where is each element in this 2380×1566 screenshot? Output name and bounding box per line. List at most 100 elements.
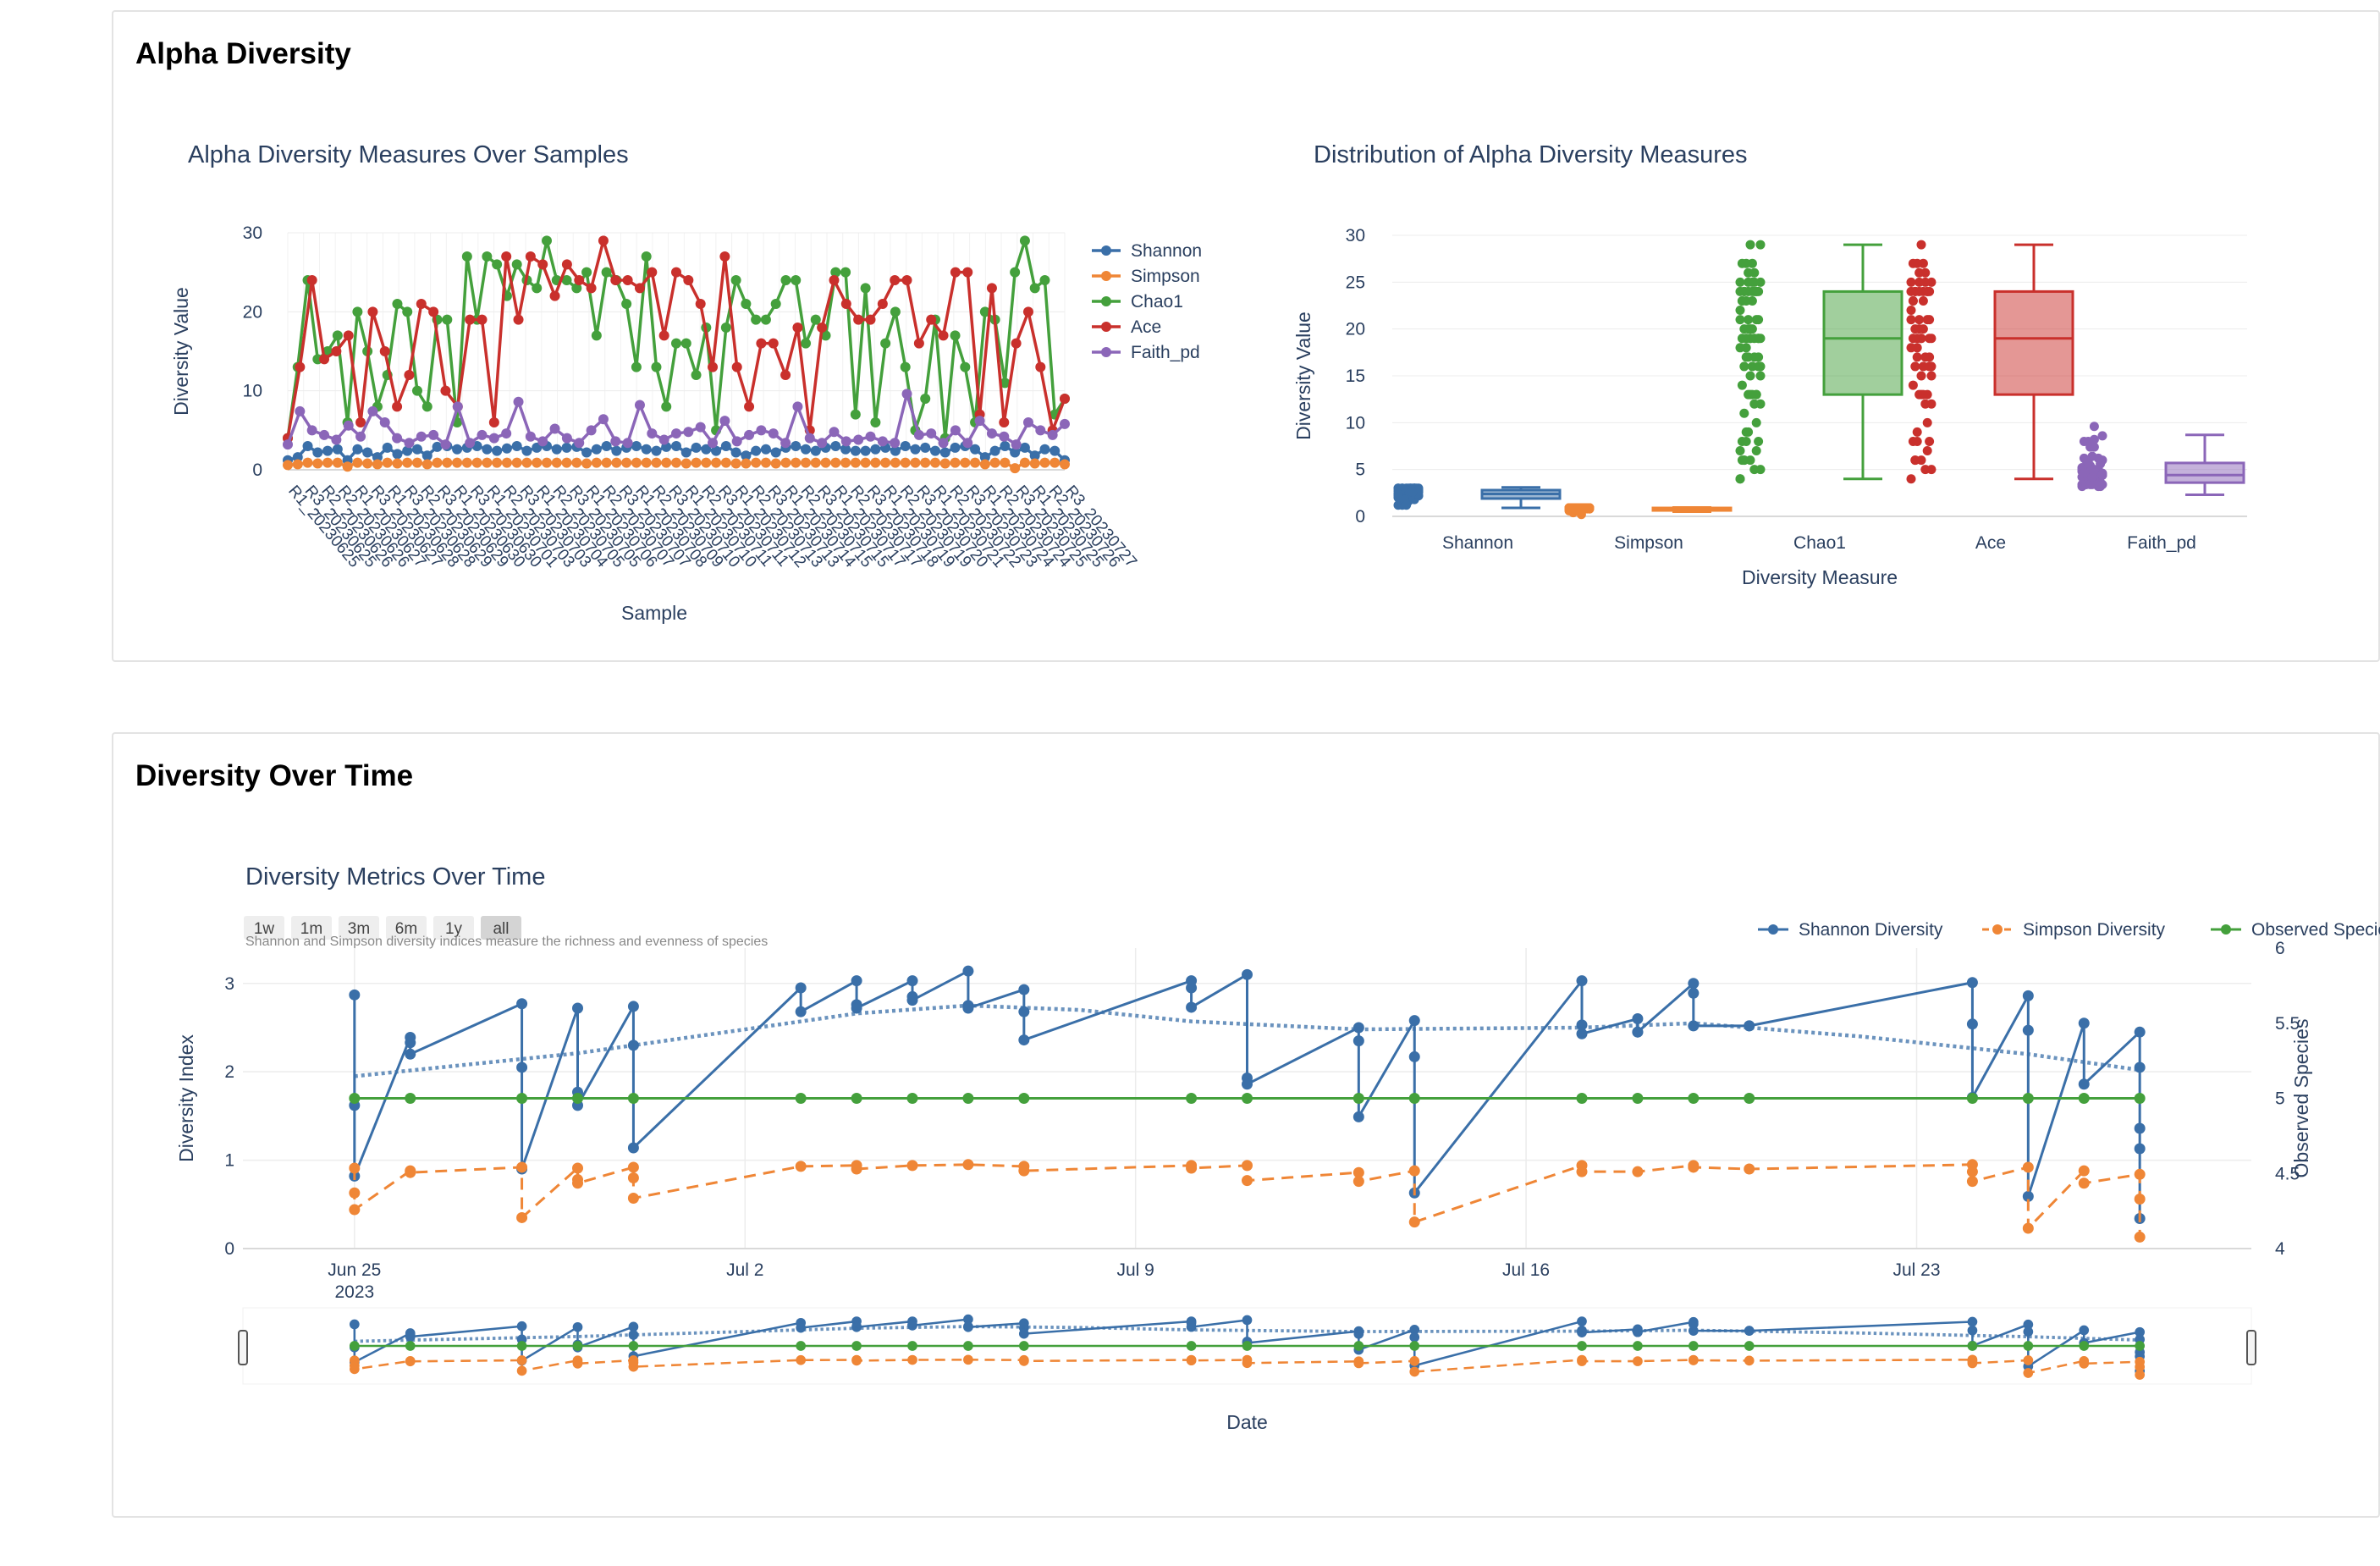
distribution-box-chart[interactable]: Distribution of Alpha Diversity Measures… xyxy=(1253,119,2370,609)
box-chao1 xyxy=(1822,289,1903,396)
data-point-faith_pd xyxy=(974,416,985,427)
data-point-faith_pd xyxy=(865,431,876,442)
data-point-chao1 xyxy=(532,283,543,294)
range-button-1y[interactable]: 1y xyxy=(433,916,474,940)
data-point-ace xyxy=(744,401,755,412)
range-button-label: 6m xyxy=(395,920,417,938)
data-point xyxy=(962,1159,974,1171)
data-point-faith_pd xyxy=(756,425,767,436)
box-point-ace xyxy=(1906,343,1916,353)
data-point-shannon xyxy=(691,442,702,453)
box-point-chao1 xyxy=(1739,286,1749,296)
data-point-simpson xyxy=(840,457,851,468)
x-tick-label: Jul 2 xyxy=(726,1260,763,1280)
data-point xyxy=(349,1162,361,1174)
data-point xyxy=(1966,1018,1978,1030)
data-point-faith_pd xyxy=(610,436,621,447)
box-point-ace xyxy=(1916,455,1926,466)
diversity-over-time-heading: Diversity Over Time xyxy=(135,759,414,792)
box-point-shannon xyxy=(1393,488,1403,499)
data-point-faith_pd xyxy=(913,429,924,440)
data-point-mini xyxy=(2135,1326,2146,1337)
data-point-ace xyxy=(513,314,524,325)
y2-tick-label: 6 xyxy=(2275,939,2285,958)
data-point-simpson xyxy=(542,457,552,468)
y-tick-label: 25 xyxy=(1346,273,1365,292)
range-slider[interactable] xyxy=(349,1314,2146,1381)
data-point-chao1 xyxy=(1029,283,1040,294)
range-slider-handle-right[interactable] xyxy=(2246,1330,2256,1365)
box-point-ace xyxy=(1908,380,1918,390)
range-button-6m[interactable]: 6m xyxy=(386,916,427,940)
data-point-mini xyxy=(349,1341,360,1351)
data-point-ace xyxy=(1022,306,1033,317)
data-point xyxy=(1018,1165,1030,1177)
data-point-mini xyxy=(572,1321,583,1332)
range-button-all[interactable]: all xyxy=(481,916,521,940)
data-point xyxy=(1576,975,1588,987)
data-point xyxy=(851,1002,862,1014)
range-button-bg xyxy=(291,916,332,940)
range-button-bg xyxy=(481,916,521,940)
data-point-faith_pd xyxy=(1022,417,1033,427)
legend-swatch-marker xyxy=(1101,322,1111,332)
box-point-faith_pd xyxy=(2083,457,2093,467)
data-point xyxy=(627,1172,639,1183)
data-point-chao1 xyxy=(421,401,432,412)
range-button-3m[interactable]: 3m xyxy=(339,916,379,940)
data-point-faith_pd xyxy=(477,429,488,440)
data-point-ace xyxy=(695,299,706,309)
data-point-chao1 xyxy=(511,259,522,270)
data-point-simpson xyxy=(890,457,901,468)
data-point-chao1 xyxy=(820,330,831,341)
data-point-simpson xyxy=(730,458,741,469)
data-point-simpson xyxy=(561,457,572,468)
data-point-mini xyxy=(516,1365,527,1376)
range-slider-handle-left[interactable] xyxy=(238,1330,248,1365)
data-point-faith_pd xyxy=(671,428,681,439)
data-point-simpson xyxy=(939,458,950,469)
data-point xyxy=(627,1142,639,1154)
legend-label: Simpson xyxy=(1131,267,1200,286)
data-point-simpson xyxy=(432,457,443,468)
range-button-1w[interactable]: 1w xyxy=(244,916,284,940)
x-tick-label: Chao1 xyxy=(1793,533,1846,553)
data-point xyxy=(906,975,918,987)
data-point xyxy=(516,1093,528,1104)
box-point-shannon xyxy=(1408,487,1418,497)
data-point xyxy=(1632,1026,1644,1038)
data-point xyxy=(2022,1161,2034,1173)
data-point-simpson xyxy=(711,457,722,468)
box-point-simpson xyxy=(1564,503,1574,513)
data-point-faith_pd xyxy=(465,438,476,449)
y-tick-label: 15 xyxy=(1346,367,1365,386)
samples-line-chart[interactable]: Alpha Diversity Measures Over Samples 0 10… xyxy=(118,119,1219,626)
data-point-simpson xyxy=(801,457,811,468)
box-point-chao1 xyxy=(1755,399,1766,409)
data-point xyxy=(1186,1093,1198,1104)
data-point xyxy=(1186,982,1198,994)
data-point-mini xyxy=(1744,1341,1755,1351)
data-point-simpson xyxy=(960,457,971,468)
data-point-ace xyxy=(598,235,609,246)
data-point-mini xyxy=(1186,1355,1197,1366)
data-point-simpson xyxy=(452,457,463,468)
data-point-mini xyxy=(2079,1341,2090,1351)
data-point-simpson xyxy=(910,457,921,468)
range-button-1m[interactable]: 1m xyxy=(291,916,332,940)
data-point xyxy=(516,1211,528,1223)
data-point-ace xyxy=(610,275,621,285)
data-point-shannon xyxy=(392,449,403,460)
data-point-chao1 xyxy=(880,338,891,349)
box-point-chao1 xyxy=(1741,295,1751,306)
time-series-chart[interactable]: Diversity Metrics Over Time 1w 1m 3m 6m 1y all… xyxy=(112,846,2380,1473)
data-point xyxy=(2134,1231,2146,1243)
box-point-faith_pd xyxy=(2097,470,2107,480)
data-point-simpson xyxy=(720,457,731,468)
y-tick-label: 1 xyxy=(224,1151,234,1171)
data-point-shannon xyxy=(870,444,881,455)
data-point-faith_pd xyxy=(306,425,317,436)
data-point-ace xyxy=(671,267,681,278)
data-point-faith_pd xyxy=(829,427,840,438)
box-faith_pd xyxy=(2164,461,2245,484)
